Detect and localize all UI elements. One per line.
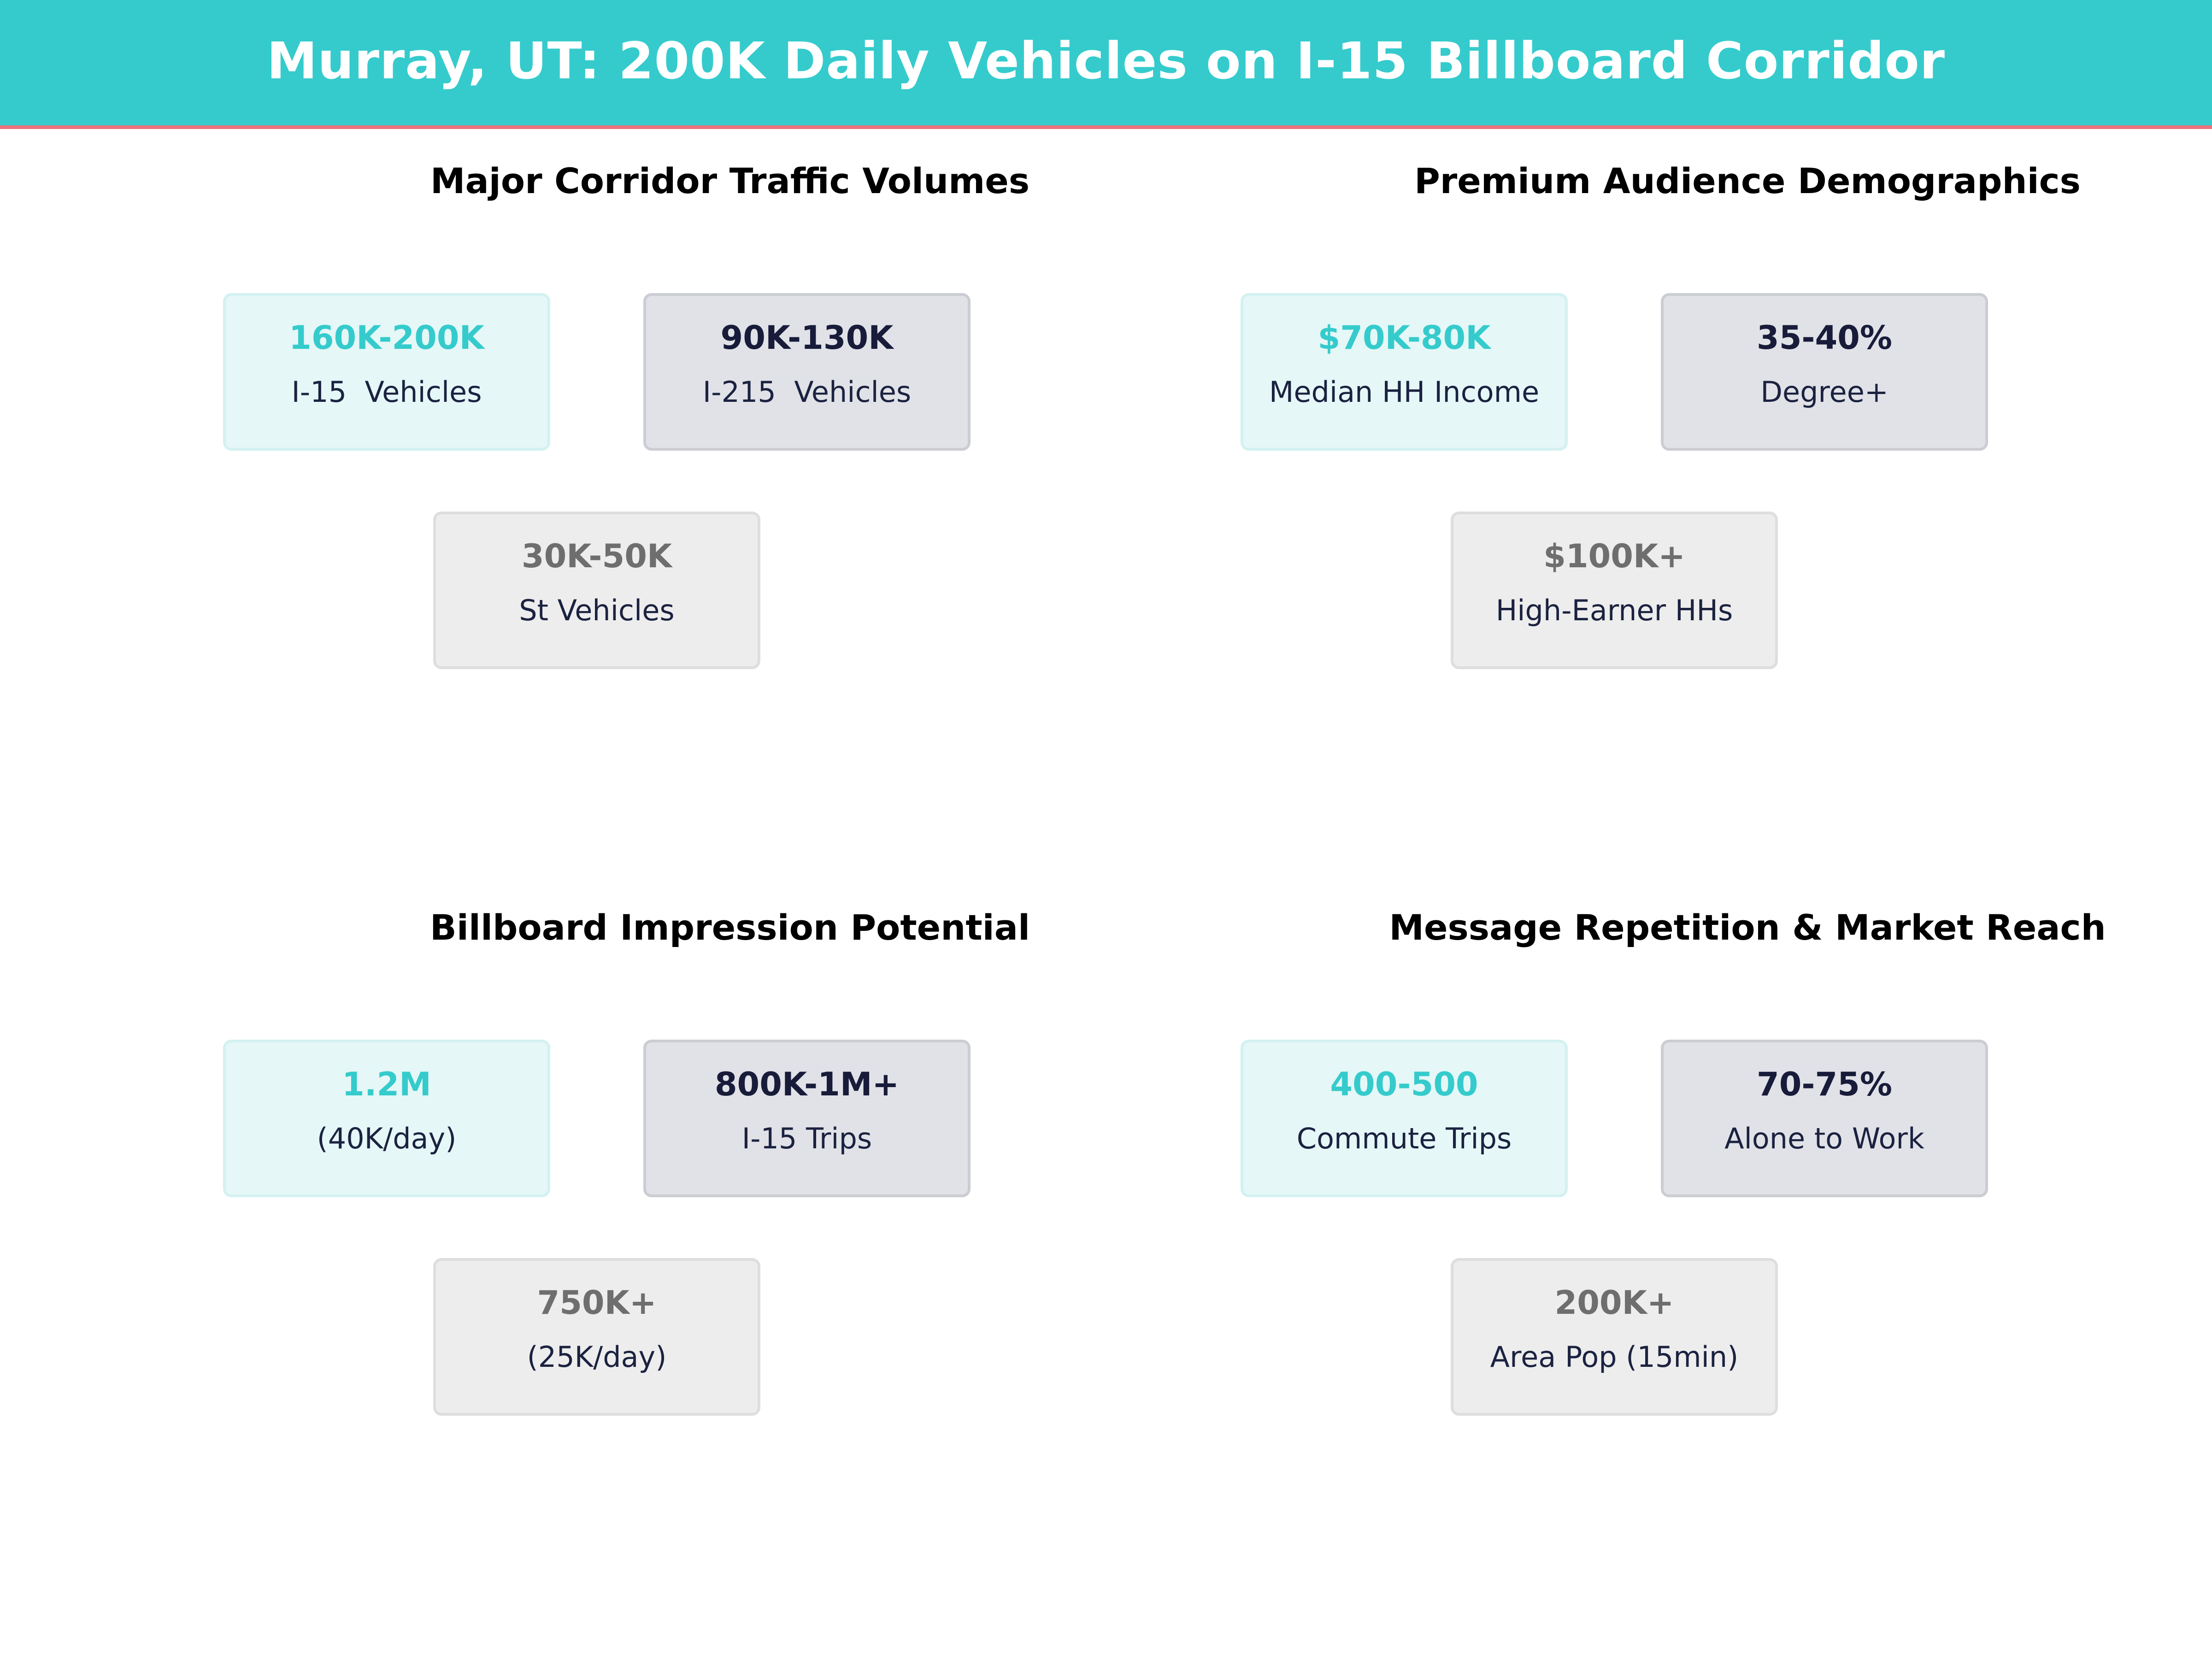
stat-label: Commute Trips [1296, 1122, 1512, 1155]
stat-card: 400-500 Commute Trips [1241, 1040, 1568, 1197]
stat-label: I-15 Trips [741, 1122, 872, 1155]
stat-card: 30K-50K St Vehicles [433, 512, 760, 669]
stat-value: 70-75% [1756, 1065, 1892, 1103]
stat-value: 30K-50K [521, 537, 672, 575]
stat-label: (40K/day) [317, 1122, 457, 1155]
panel-impression-potential: Billboard Impression Potential 1.2M (40K… [223, 907, 1237, 1598]
stat-value: 800K-1M+ [714, 1065, 900, 1103]
stat-value: 750K+ [537, 1284, 657, 1322]
stat-label: St Vehicles [519, 594, 675, 627]
stat-label: Median HH Income [1269, 375, 1540, 409]
stat-value: 400-500 [1330, 1065, 1478, 1103]
stat-card: 35-40% Degree+ [1661, 293, 1988, 451]
stat-card: 800K-1M+ I-15 Trips [643, 1040, 971, 1197]
stat-label: Degree+ [1760, 375, 1888, 409]
stat-card: 70-75% Alone to Work [1661, 1040, 1988, 1197]
stat-card: 750K+ (25K/day) [433, 1258, 760, 1416]
stat-label: High-Earner HHs [1495, 594, 1733, 627]
stat-label: (25K/day) [527, 1340, 667, 1374]
stat-card: $100K+ High-Earner HHs [1451, 512, 1778, 669]
stat-value: $70K-80K [1318, 319, 1491, 357]
panel-traffic-volumes: Major Corridor Traffic Volumes 160K-200K… [223, 160, 1237, 852]
page-title: Murray, UT: 200K Daily Vehicles on I-15 … [266, 31, 1946, 90]
stat-card: 160K-200K I-15 Vehicles [223, 293, 550, 451]
panel-title: Message Repetition & Market Reach [1389, 907, 2106, 948]
stat-value: 90K-130K [720, 319, 894, 357]
stat-value: $100K+ [1543, 537, 1685, 575]
stat-value: 200K+ [1554, 1284, 1674, 1322]
stat-label: I-215 Vehicles [702, 375, 912, 409]
stat-card: $70K-80K Median HH Income [1241, 293, 1568, 451]
stat-value: 35-40% [1756, 319, 1892, 357]
stat-card: 90K-130K I-215 Vehicles [643, 293, 971, 451]
stat-label: Alone to Work [1724, 1122, 1924, 1155]
panel-message-repetition: Message Repetition & Market Reach 400-50… [1241, 907, 2212, 1598]
stat-card: 200K+ Area Pop (15min) [1451, 1258, 1778, 1416]
panel-audience-demographics: Premium Audience Demographics $70K-80K M… [1241, 160, 2212, 852]
stat-label: I-15 Vehicles [291, 375, 482, 409]
stat-value: 160K-200K [289, 319, 484, 357]
panel-title: Major Corridor Traffic Volumes [430, 160, 1030, 201]
panel-title: Premium Audience Demographics [1414, 160, 2081, 201]
header-banner: Murray, UT: 200K Daily Vehicles on I-15 … [0, 0, 2212, 129]
stat-value: 1.2M [342, 1065, 431, 1103]
stat-label: Area Pop (15min) [1490, 1340, 1739, 1374]
panel-title: Billboard Impression Potential [429, 907, 1030, 948]
stat-card: 1.2M (40K/day) [223, 1040, 550, 1197]
